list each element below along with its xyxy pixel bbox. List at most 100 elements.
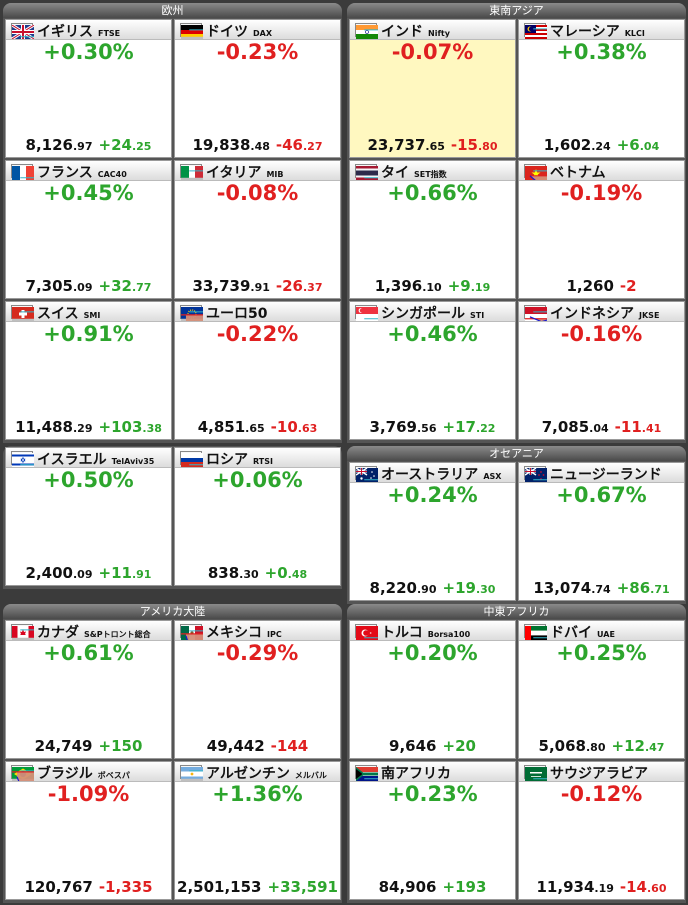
change-value: -2 <box>619 277 637 295</box>
index-name[interactable]: ユーロ50 <box>206 306 268 322</box>
change-percent: -0.19% <box>560 181 643 205</box>
index-symbol: JKSE <box>639 311 660 320</box>
change-percent: +0.30% <box>43 40 134 64</box>
index-name[interactable]: イスラエル TelAviv35 <box>37 452 155 468</box>
change-percent: +0.06% <box>212 468 303 492</box>
change-value: +193 <box>442 878 487 896</box>
change-percent: +0.38% <box>556 40 647 64</box>
index-card[interactable]: 855008509584850Africa All Share Index 南ア… <box>349 761 516 900</box>
index-name[interactable]: カナダ S&Pトロント総合 <box>37 625 151 641</box>
index-card[interactable]: 486248504832-1%ユーロダウ50 ユーロ50 -0.22% 4,85… <box>174 301 341 440</box>
ca-flag-icon: +1%2474924510S&P/TSX Composite指数 <box>11 624 171 720</box>
il-flag-icon: +1%24012389TA-35 INDEX <box>11 451 171 538</box>
price-footer: 2,501,153 +33,591 <box>175 878 340 899</box>
index-name[interactable]: スイス SMI <box>37 306 101 322</box>
index-name[interactable]: トルコ Borsa100 <box>381 625 471 641</box>
index-name[interactable]: ロシア RTSI <box>206 452 273 468</box>
index-name[interactable]: ベトナム <box>550 165 606 181</box>
index-symbol: Borsa100 <box>427 630 471 639</box>
change-percent: +0.45% <box>43 181 134 205</box>
index-name[interactable]: ドイツ DAX <box>206 24 272 40</box>
region-panel: 東南アジア 2386623710-1%India Nifty インドNifty … <box>347 3 686 443</box>
chart-background <box>181 177 333 252</box>
change-percent: -0.23% <box>216 40 299 64</box>
index-card[interactable]: 120001197111934Tadawul All Share サウジアラビア… <box>518 761 685 900</box>
index-name[interactable]: アルゼンチン メルバル <box>206 766 327 782</box>
region-title[interactable]: 欧州 <box>3 3 342 18</box>
id-flag-icon: 7115710070697050-1%JKSE <box>524 305 684 398</box>
change-percent: +0.20% <box>387 641 478 665</box>
change-value: +20 <box>442 737 476 755</box>
index-card[interactable]: 252.1万250.0万245.0万243.6万MERVAL BUENOS AI… <box>174 761 341 900</box>
index-card[interactable]: 845.00840.43835.00830.50ロシアRTS指数 ロシアRTSI… <box>174 447 341 586</box>
index-name[interactable]: マレーシア KLCI <box>550 24 645 40</box>
index-name[interactable]: タイ SET指数 <box>381 165 447 181</box>
index-name[interactable]: メキシコ IPC <box>206 625 282 641</box>
br-flag-icon: 12.2万12.1万12.0万BOVESPA 株価指数 <box>11 765 171 861</box>
card-header: 12621253-1%ベトナム指数 ベトナム <box>519 161 684 257</box>
change-value: +33,591 <box>267 878 338 896</box>
region-panel: 中東アフリカ 9700968496509613Borsa Istanbul 10… <box>347 604 686 903</box>
index-card[interactable]: 9700968496509613Borsa Istanbul 100 トルコBo… <box>349 620 516 759</box>
price-value: 838.30 <box>207 564 259 582</box>
region-title[interactable]: アメリカ大陸 <box>3 604 342 619</box>
change-value: +11.91 <box>98 564 152 582</box>
price-value: 7,085.04 <box>541 418 609 436</box>
index-name[interactable]: イタリア MIB <box>206 165 284 181</box>
index-card[interactable]: 12621253-1%ベトナム指数 ベトナム -0.19% 1,260 -2 <box>518 160 685 299</box>
region-title[interactable]: 東南アジア <box>347 3 686 18</box>
price-value: 33,739.91 <box>192 277 270 295</box>
price-value: 24,749 <box>34 737 93 755</box>
index-name[interactable]: フランス CAC40 <box>37 165 127 181</box>
change-percent: +0.46% <box>387 322 478 346</box>
index-name[interactable]: インドネシア JKSE <box>550 306 660 322</box>
index-name[interactable]: インド Nifty <box>381 24 450 40</box>
price-footer: 49,442 -144 <box>175 737 340 758</box>
it-flag-icon: 3384933541-1%FTSE MIB <box>180 164 340 257</box>
index-name[interactable]: ニュージーランド <box>550 467 662 483</box>
index-card[interactable]: +1%2474924510S&P/TSX Composite指数 カナダS&Pト… <box>5 620 172 759</box>
change-value: +9.19 <box>447 277 491 295</box>
index-card[interactable]: 13100130741300012944NZX 50 INDEX GROSS ニ… <box>518 462 685 601</box>
index-name[interactable]: シンガポール STI <box>381 306 485 322</box>
price-value: 23,737.65 <box>367 136 445 154</box>
region-title[interactable]: 中東アフリカ <box>347 604 686 619</box>
card-header: 855008509584850Africa All Share Index 南ア… <box>350 762 515 852</box>
change-value: +150 <box>98 737 143 755</box>
ar-flag-icon: 252.1万250.0万245.0万243.6万MERVAL BUENOS AI… <box>180 765 340 861</box>
index-name[interactable]: 南アフリカ <box>381 766 451 782</box>
change-value: -144 <box>270 737 309 755</box>
index-symbol: Nifty <box>428 29 450 38</box>
region-title[interactable]: オセアニア <box>347 446 686 461</box>
index-name[interactable]: サウジアラビア <box>550 766 648 782</box>
index-symbol: MIB <box>266 170 284 179</box>
price-value: 120,767 <box>24 878 93 896</box>
card-header: 120001197111934Tadawul All Share サウジアラビア <box>519 762 684 852</box>
index-name[interactable]: ブラジル ボベスパ <box>37 766 130 782</box>
price-value: 19,838.48 <box>192 136 270 154</box>
index-name[interactable]: ドバイ UAE <box>550 625 615 641</box>
index-symbol: IPC <box>267 630 282 639</box>
price-value: 8,126.97 <box>25 136 93 154</box>
index-card[interactable]: +1%161016031596FTSE Bursa Malaysia マレーシア… <box>518 19 685 158</box>
index-name[interactable]: オーストラリア ASX <box>381 467 502 483</box>
index-name[interactable]: イギリス FTSE <box>37 24 121 40</box>
